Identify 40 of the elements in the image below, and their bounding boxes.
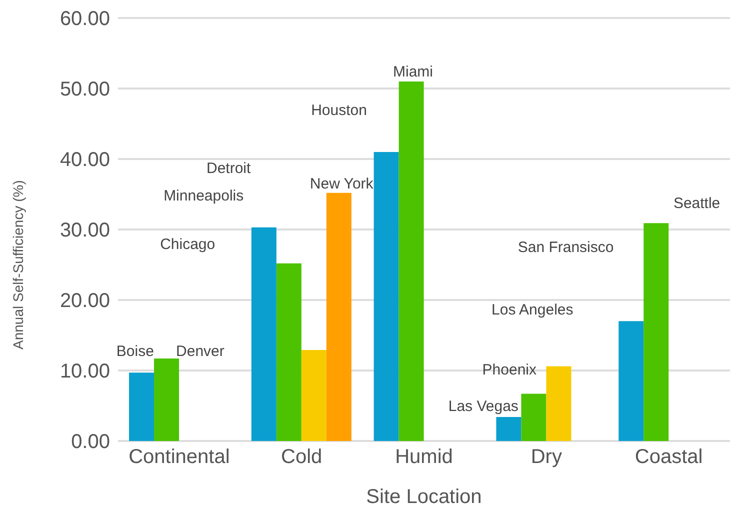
bar (521, 394, 546, 441)
x-axis-title: Site Location (366, 486, 482, 508)
annotation: Miami (393, 63, 433, 80)
bar (398, 81, 424, 441)
annotation: Minneapolis (164, 187, 244, 204)
y-tick-label: 20.00 (60, 290, 110, 312)
y-tick-label: 10.00 (60, 360, 110, 383)
annotation: Seattle (673, 195, 720, 212)
bar (154, 358, 180, 441)
x-tick-label: Continental (128, 446, 230, 468)
annotation: Boise (116, 343, 154, 360)
y-tick-label: 30.00 (60, 220, 110, 242)
bar (326, 192, 352, 441)
bar (301, 350, 326, 441)
bar (129, 372, 154, 441)
y-tick-label: 50.00 (60, 78, 110, 101)
y-tick-label: 40.00 (60, 149, 110, 172)
bar (496, 417, 522, 441)
bar (618, 321, 644, 441)
annotation: Detroit (206, 160, 252, 177)
annotation: Houston (311, 102, 367, 120)
annotation: Phoenix (482, 361, 537, 378)
bar (374, 152, 399, 441)
annotation: San Fransisco (518, 238, 614, 256)
annotation: Chicago (160, 236, 216, 253)
y-axis-title: Annual Self-Sufficiency (%) (10, 180, 26, 350)
bar (644, 223, 669, 441)
y-tick-label: 0.00 (71, 431, 110, 454)
bar (276, 263, 302, 441)
annotation: New York (310, 175, 374, 192)
x-tick-label: Coastal (634, 446, 703, 468)
x-tick-label: Cold (281, 446, 322, 468)
bar (251, 227, 276, 441)
x-tick-label: Dry (530, 446, 562, 468)
y-tick-label: 60.00 (60, 8, 110, 30)
annotation: Las Vegas (448, 398, 518, 416)
annotation: Los Angeles (492, 302, 574, 319)
bar (546, 366, 572, 441)
x-tick-label: Humid (395, 446, 453, 468)
annotation: Denver (176, 343, 224, 360)
